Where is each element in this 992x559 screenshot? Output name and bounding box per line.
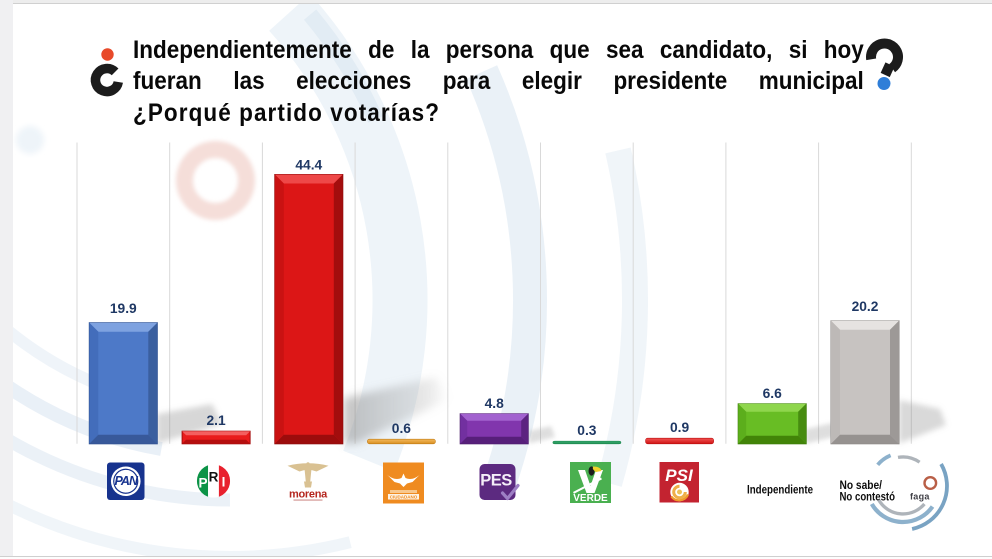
svg-text:No contestó: No contestó (840, 490, 896, 504)
svg-text:Independiente: Independiente (747, 483, 813, 497)
svg-text:19.9: 19.9 (110, 301, 137, 316)
svg-text:PSI: PSI (665, 466, 694, 485)
svg-text:0.6: 0.6 (392, 421, 412, 436)
svg-text:VERDE: VERDE (573, 493, 608, 504)
svg-text:2.1: 2.1 (207, 413, 227, 428)
svg-text:faga: faga (910, 492, 930, 502)
svg-text:6.6: 6.6 (763, 386, 783, 401)
svg-text:0.3: 0.3 (577, 423, 597, 438)
svg-text:morena: morena (289, 489, 328, 501)
svg-text:4.8: 4.8 (485, 396, 505, 411)
svg-text:20.2: 20.2 (852, 299, 879, 314)
svg-text:No sabe/: No sabe/ (840, 478, 883, 492)
svg-text:I: I (222, 475, 226, 490)
svg-text:0.9: 0.9 (670, 420, 690, 435)
svg-text:44.4: 44.4 (295, 158, 322, 173)
svg-text:R: R (209, 470, 219, 485)
svg-text:CIUDADANO: CIUDADANO (390, 495, 418, 500)
svg-text:PES: PES (480, 472, 512, 490)
svg-text:P: P (198, 476, 207, 491)
svg-text:PAN: PAN (115, 474, 139, 488)
